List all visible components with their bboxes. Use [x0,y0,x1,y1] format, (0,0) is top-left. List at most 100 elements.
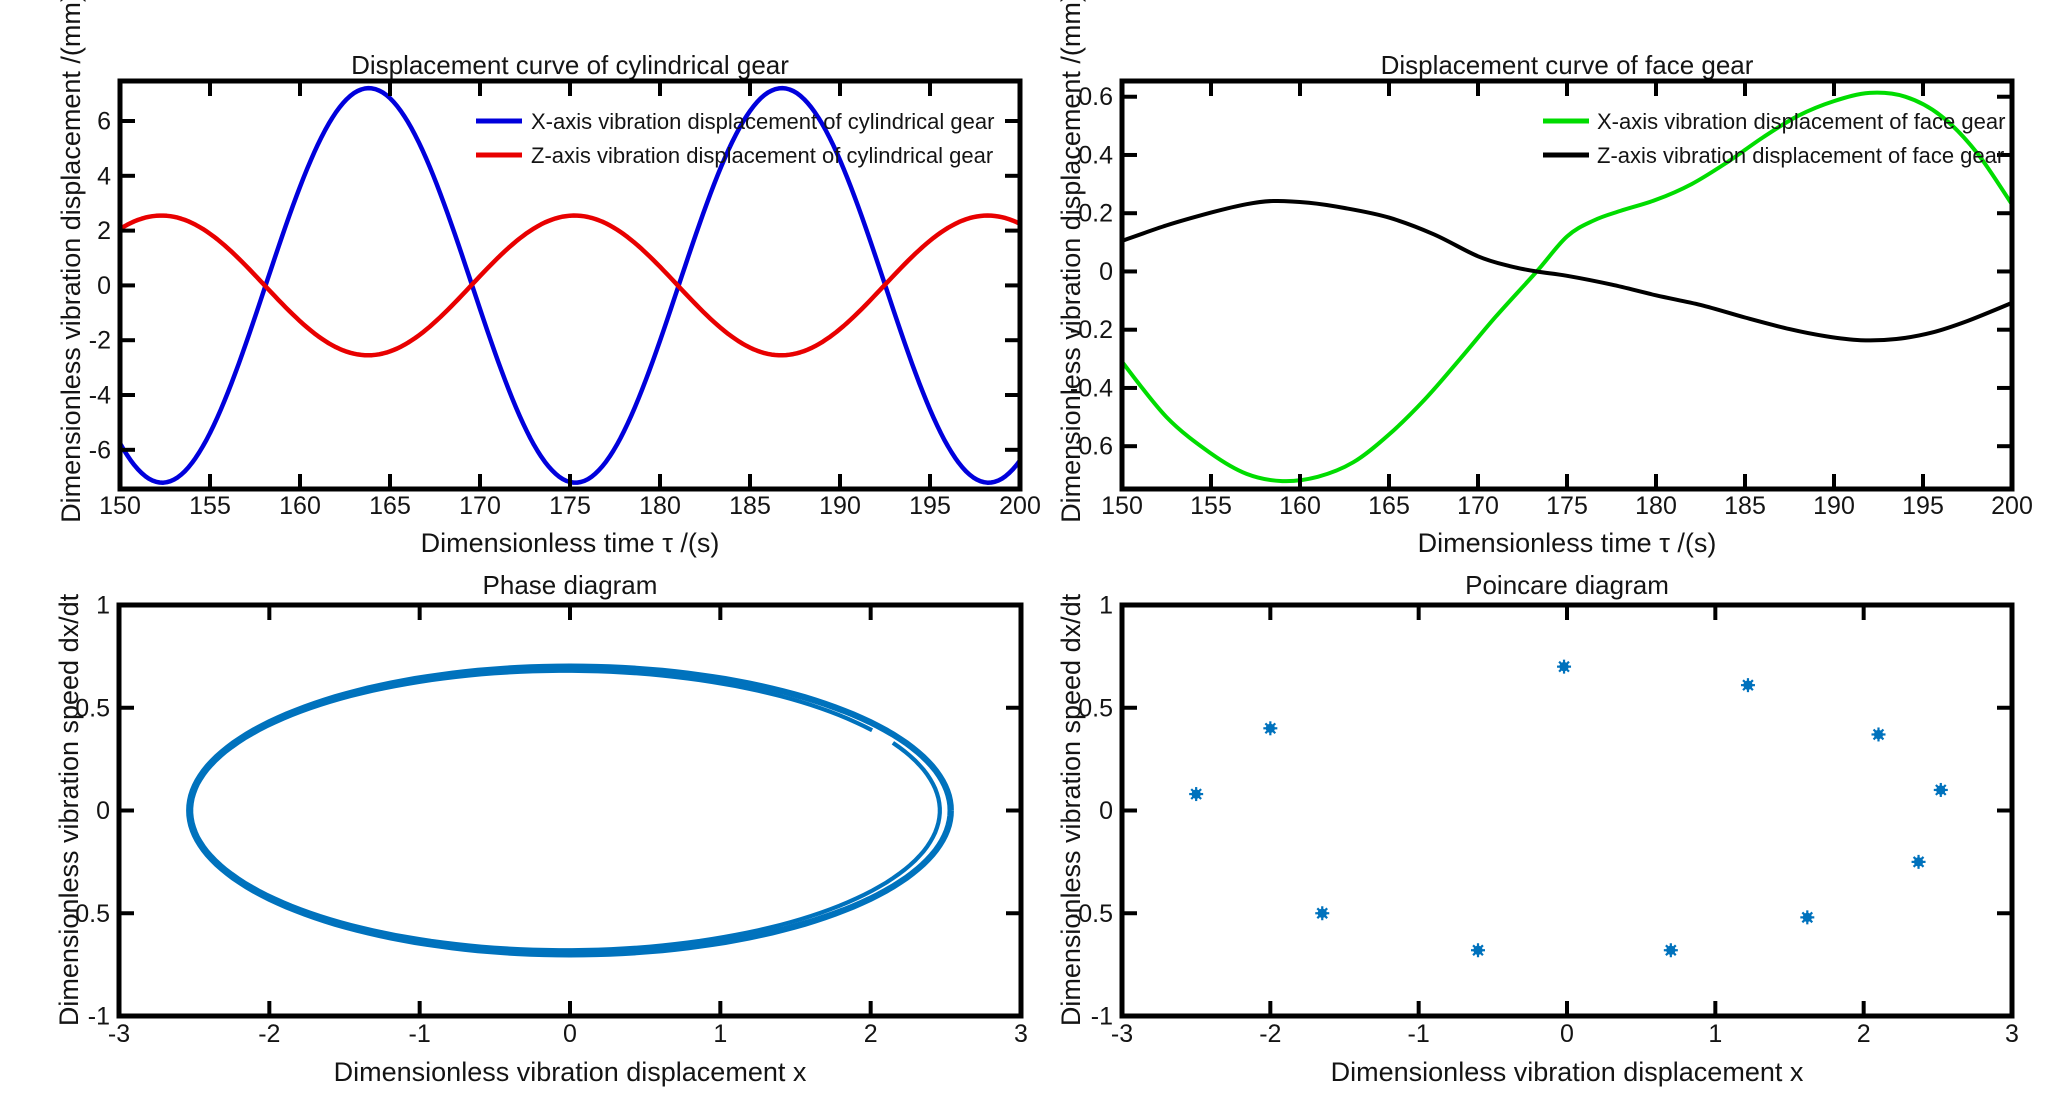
legend-label: Z-axis vibration displacement of face ge… [1597,143,2004,168]
x-tick-label: 195 [1902,492,1944,520]
plot-cylindrical-gear-displacement: Displacement curve of cylindrical gear D… [56,0,1041,558]
x-tick-label: 185 [729,492,771,520]
x-tick-label: -3 [1111,1020,1133,1048]
plot-title: Displacement curve of cylindrical gear [351,50,789,80]
y-tick-label: -0.6 [1070,433,1113,461]
x-axis-label: Dimensionless time τ /(s) [421,528,720,558]
y-tick-label: -1 [1091,1003,1113,1031]
x-tick-label: 170 [1457,492,1499,520]
x-tick-label: 0 [563,1020,577,1048]
y-tick-label: 1 [1099,592,1113,620]
axes-box [1119,78,2015,492]
plot-phase-diagram: Phase diagram Dimensionless vibration di… [54,570,1028,1087]
marker-dot [1559,662,1569,672]
x-tick-label: 190 [819,492,861,520]
x-tick-label: -2 [258,1020,280,1048]
marker-dot [1191,789,1201,799]
x-tick-label: 2 [1857,1020,1871,1048]
curve-series-1 [1120,198,2014,343]
x-tick-label: 180 [639,492,681,520]
x-tick-label: 3 [1014,1020,1028,1048]
y-tick-label: 0 [1099,797,1113,825]
y-tick-label: -6 [89,436,111,464]
x-tick-label: 175 [549,492,591,520]
marker-dot [1473,945,1483,955]
y-axis-label: Dimensionless vibration displacement /(m… [56,0,86,523]
curve-series-1 [117,213,1023,358]
x-tick-label: 190 [1813,492,1855,520]
x-tick-label: 165 [1368,492,1410,520]
x-tick-label: -2 [1259,1020,1281,1048]
x-tick-label: 155 [1190,492,1232,520]
x-axis-label: Dimensionless vibration displacement x [1331,1057,1804,1087]
data-point [1263,721,1278,736]
curve-series-0 [1120,90,2014,484]
marker-dot [1317,908,1327,918]
y-tick-label: 2 [97,217,111,245]
y-tick-label: 0.6 [1078,83,1113,111]
y-tick-label: 0 [96,797,110,825]
plot-area-cylindrical: 150 155 160 165 170 175 180 185 190 195 200 -6 -4 -2 0… [89,78,1041,520]
marker-dot [1265,723,1275,733]
marker-dot [1743,680,1753,690]
x-tick-label: 0 [1560,1020,1574,1048]
x-tick-label: 200 [999,492,1041,520]
x-axis-label: Dimensionless time τ /(s) [1418,528,1717,558]
x-tick-label: 175 [1546,492,1588,520]
x-tick-label: -1 [1408,1020,1430,1048]
x-tick-label: -3 [108,1020,130,1048]
x-tick-label: 160 [279,492,321,520]
y-tick-label: -0.5 [1070,900,1113,928]
marker-dot [1913,857,1924,867]
plot-title: Phase diagram [483,570,658,600]
y-tick-label: 0 [1099,258,1113,286]
legend-label: X-axis vibration displacement of cylindr… [531,109,994,134]
y-tick-label: 0.4 [1078,141,1113,169]
plot-title: Poincare diagram [1465,570,1669,600]
x-tick-label: -1 [409,1020,431,1048]
y-tick-label: -0.4 [1070,374,1113,402]
marker-dot [1936,785,1946,795]
y-axis-label: Dimensionless vibration speed dx/dt [54,593,84,1026]
y-axis-label: Dimensionless vibration displacement /(m… [1056,0,1086,523]
y-tick-label: 4 [97,162,111,190]
legend-label: Z-axis vibration displacement of cylindr… [531,143,993,168]
plot-face-gear-displacement: Displacement curve of face gear Dimensio… [1056,0,2033,558]
data-point [1740,678,1755,693]
y-tick-label: 1 [96,592,110,620]
y-tick-label: -0.2 [1070,316,1113,344]
data-point [1189,787,1204,802]
axes-box [1119,602,2015,1019]
plot-title: Displacement curve of face gear [1381,50,1754,80]
data-point [1557,659,1572,674]
marker-dot [1873,729,1884,740]
y-axis-label: Dimensionless vibration speed dx/dt [1056,593,1086,1026]
y-tick-label: -1 [88,1003,110,1031]
y-tick-label: 0.2 [1078,200,1113,228]
legend-label: X-axis vibration displacement of face ge… [1597,109,2005,134]
x-tick-label: 150 [99,492,141,520]
x-tick-label: 165 [369,492,411,520]
x-tick-label: 185 [1724,492,1766,520]
x-tick-label: 3 [2005,1020,2019,1048]
y-tick-label: -0.5 [67,900,110,928]
y-tick-label: -4 [89,382,111,410]
axes-box [117,78,1023,492]
data-point [1911,854,1926,869]
x-tick-label: 1 [713,1020,727,1048]
x-tick-label: 170 [459,492,501,520]
y-tick-label: 0.5 [75,694,110,722]
data-point [1315,906,1330,921]
axes-box [116,602,1024,1019]
x-tick-label: 155 [189,492,231,520]
data-point [1800,910,1815,925]
x-tick-label: 160 [1279,492,1321,520]
phase-orbit [189,668,942,953]
x-tick-label: 200 [1991,492,2033,520]
marker-dot [1666,945,1676,955]
y-tick-label: 0 [97,272,111,300]
plot-poincare-diagram: Poincare diagram Dimensionless vibration… [1056,570,2019,1087]
data-point [1933,782,1948,797]
